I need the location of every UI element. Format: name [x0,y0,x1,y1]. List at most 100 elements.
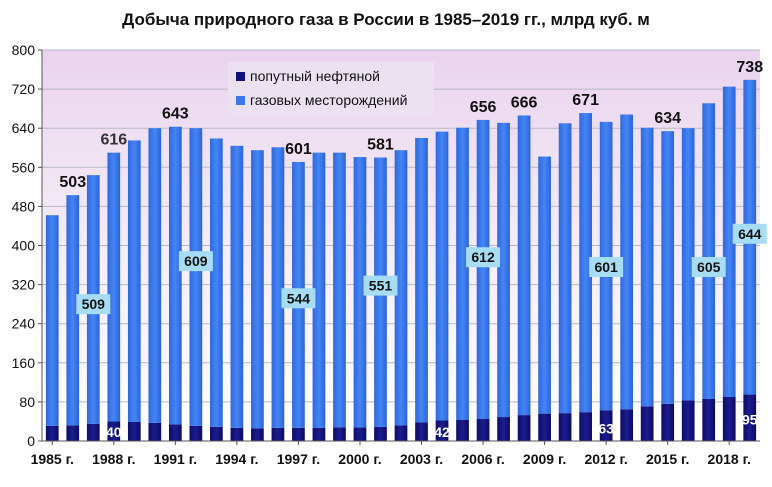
y-tick-label: 800 [12,42,36,58]
bar-field-gas-2000 [353,157,367,428]
bar-field-gas-2010 [558,123,572,414]
legend: попутный нефтяной газовых месторождений [228,62,434,114]
bar-associated-gas-2002 [394,425,408,441]
y-tick-label: 560 [12,159,36,175]
bar-associated-gas-1987 [86,423,100,441]
axes: 0 80 160 240 320 400 480 560 640 720 800 1985 г. 198… [12,42,760,467]
y-tick-label: 320 [12,277,36,293]
total-label: 581 [367,137,394,154]
bar-associated-gas-2001 [374,426,387,441]
bar-field-gas-1998 [312,152,326,428]
bar-field-gas-2002 [394,150,408,426]
bar-field-gas-2004 [435,131,449,421]
bar-associated-gas-1992 [189,425,203,441]
bar-associated-gas-2006 [476,419,490,441]
y-tick-label: 640 [12,120,36,136]
total-label: 643 [162,106,189,123]
y-tick-label: 160 [12,355,36,371]
bar-associated-gas-2017 [702,398,716,441]
data-labels: 503 616 643 601 581 656 666 671 634 738 509 609 544 5… [59,59,767,440]
total-label: 616 [100,132,127,149]
segment-label-box [76,294,111,315]
bar-field-gas-1991 [168,126,182,425]
bar-field-gas-2005 [456,127,469,420]
legend-swatch [236,72,245,81]
y-tick-label: 720 [12,81,36,97]
total-label: 738 [736,59,763,76]
x-tick-label: 1997 г. [277,451,320,467]
bar-associated-gas-2015 [661,403,675,441]
segment-label-box [178,251,213,272]
segment-label: 644 [738,226,762,242]
chart-title: Добыча природного газа в России в 1985–2… [122,10,650,29]
bar-associated-gas-1988 [107,421,121,441]
bar-field-gas-2006 [476,119,490,420]
y-tick-label: 0 [27,433,35,449]
bar-field-gas-2007 [497,122,510,418]
segment-label: 605 [697,259,721,275]
legend-box [228,62,434,114]
bar-associated-gas-2008 [517,415,531,441]
bar-field-gas-1985 [45,215,59,426]
segment-label: 609 [184,253,208,269]
segment-label: 544 [287,290,311,306]
segment-label: 40 [106,424,122,440]
segment-label-box [589,257,624,278]
bar-field-gas-2009 [538,156,551,414]
bar-associated-gas-1997 [292,427,305,441]
bar-associated-gas-1989 [127,421,141,441]
bar-associated-gas-2004 [435,420,449,441]
segment-label: 42 [434,424,450,440]
x-tick-label: 2000 г. [338,451,381,467]
x-tick-label: 1994 г. [215,451,258,467]
bar-field-gas-1993 [210,138,223,427]
bar-field-gas-2018 [722,86,736,398]
segment-label: 551 [369,278,393,294]
bar-field-gas-1988 [107,152,121,422]
bar-associated-gas-1993 [210,426,223,441]
bar-associated-gas-1996 [271,427,285,441]
total-label: 671 [572,92,599,109]
x-tick-label: 1985 г. [31,451,74,467]
bar-associated-gas-1985 [45,425,59,441]
legend-swatch [236,96,245,105]
bar-associated-gas-2005 [456,419,469,441]
bar-associated-gas-2012 [599,410,613,441]
bar-associated-gas-1990 [148,422,162,441]
bar-associated-gas-1995 [251,428,264,441]
x-tick-label: 2015 г. [646,451,689,467]
bar-associated-gas-1999 [333,427,346,441]
bar-field-gas-2008 [517,115,531,416]
x-tick-label: 2018 г. [708,451,751,467]
segment-label: 509 [82,296,106,312]
x-tick-label: 2012 г. [584,451,627,467]
bar-field-gas-1986 [66,195,80,426]
total-label: 656 [470,99,497,116]
bar-field-gas-1989 [127,140,141,422]
bar-field-gas-1992 [189,128,203,426]
bar-associated-gas-2007 [497,417,510,441]
bar-associated-gas-2016 [681,400,695,441]
segment-label: 601 [594,259,618,275]
segment-label: 612 [471,249,495,265]
bar-associated-gas-1998 [312,427,326,441]
y-tick-label: 480 [12,198,36,214]
bar-associated-gas-2009 [538,413,551,441]
bar-field-gas-1995 [251,150,264,429]
total-label: 666 [511,94,538,111]
bar-associated-gas-2018 [722,397,736,441]
bar-field-gas-2016 [681,128,695,401]
legend-label: газовых месторождений [250,92,407,108]
segment-label: 63 [598,420,614,436]
segment-label: 95 [742,411,758,427]
segment-label-box [691,257,726,278]
bar-field-gas-2011 [579,113,592,413]
total-label: 601 [285,141,312,158]
bar-associated-gas-2000 [353,427,367,441]
bar-field-gas-2014 [640,127,654,407]
bar-associated-gas-2013 [620,409,634,441]
bar-associated-gas-2014 [640,406,654,441]
bar-field-gas-2003 [415,137,428,423]
legend-label: попутный нефтяной [250,68,380,84]
bar-associated-gas-2019 [743,394,757,441]
